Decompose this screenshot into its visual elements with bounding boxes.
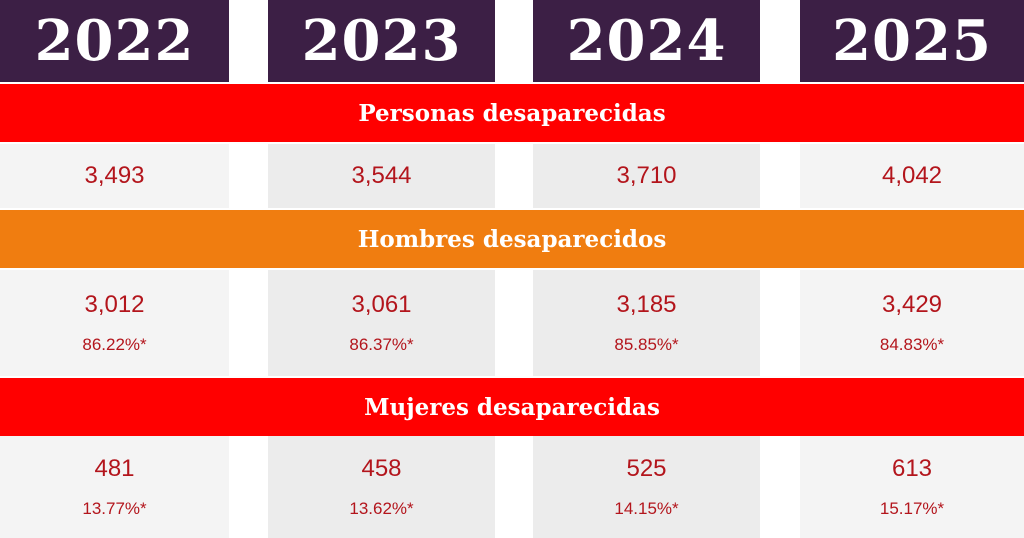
mujeres-2022-cell: 481 13.77%*: [0, 436, 229, 538]
hombres-section-title: Hombres desaparecidos: [0, 210, 1024, 268]
hombres-2023-percent: 86.37%*: [349, 335, 414, 354]
hombres-2025-cell: 3,429 84.83%*: [800, 270, 1024, 376]
hombres-2025-percent: 84.83%*: [879, 335, 945, 354]
personas-2022-value: 3,493: [84, 162, 145, 189]
personas-section-title: Personas desaparecidas: [0, 84, 1024, 142]
personas-2025-value: 4,042: [881, 162, 943, 189]
mujeres-2025-value: 613: [891, 455, 933, 482]
mujeres-2024-cell: 525 14.15%*: [533, 436, 760, 538]
year-2023-header: 2023: [268, 0, 495, 82]
hombres-2022-cell: 3,012 86.22%*: [0, 270, 229, 376]
mujeres-2023-value: 458: [361, 455, 402, 482]
hombres-2023-value: 3,061: [351, 291, 412, 318]
hombres-2023-cell: 3,061 86.37%*: [268, 270, 495, 376]
mujeres-2024-percent: 14.15%*: [614, 499, 679, 518]
personas-2025-cell: 4,042: [800, 144, 1024, 208]
year-2024-header: 2024: [533, 0, 760, 82]
mujeres-2025-cell: 613 15.17%*: [800, 436, 1024, 538]
personas-2022-cell: 3,493: [0, 144, 229, 208]
mujeres-2023-percent: 13.62%*: [349, 499, 414, 518]
personas-2024-cell: 3,710: [533, 144, 760, 208]
year-2025-header: 2025: [800, 0, 1024, 82]
personas-2024-value: 3,710: [616, 162, 677, 189]
mujeres-2025-percent: 15.17%*: [879, 499, 945, 518]
mujeres-2023-cell: 458 13.62%*: [268, 436, 495, 538]
hombres-2022-percent: 86.22%*: [82, 335, 147, 354]
mujeres-2022-value: 481: [94, 455, 135, 482]
mujeres-2022-percent: 13.77%*: [82, 499, 147, 518]
mujeres-2024-value: 525: [626, 455, 667, 482]
personas-2023-value: 3,544: [351, 162, 412, 189]
hombres-2024-percent: 85.85%*: [614, 335, 679, 354]
mujeres-section-title: Mujeres desaparecidas: [0, 378, 1024, 436]
personas-2023-cell: 3,544: [268, 144, 495, 208]
hombres-2025-value: 3,429: [881, 291, 943, 318]
hombres-2024-value: 3,185: [616, 291, 677, 318]
hombres-2024-cell: 3,185 85.85%*: [533, 270, 760, 376]
year-header-row: 2022 2023 2024 2025: [0, 0, 1024, 82]
hombres-2022-value: 3,012: [84, 291, 145, 318]
year-2022-header: 2022: [0, 0, 229, 82]
